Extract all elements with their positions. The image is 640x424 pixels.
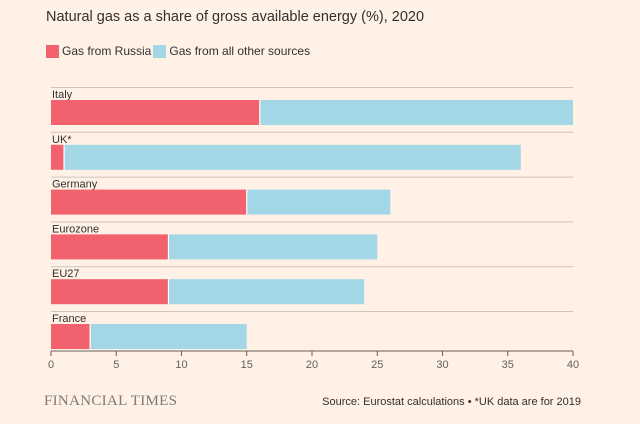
legend-item-other: Gas from all other sources — [153, 44, 310, 58]
category-label-france: France — [52, 313, 86, 325]
brand-logo: FINANCIAL TIMES — [44, 393, 178, 409]
bar-eurozone-russia — [51, 234, 169, 260]
x-tick-label: 35 — [502, 359, 514, 371]
bar-italy-russia — [51, 100, 260, 125]
bar-italy-other — [259, 100, 573, 125]
bar-eurozone-other — [168, 234, 378, 260]
bar-france-russia — [51, 324, 91, 349]
chart-title: Natural gas as a share of gross availabl… — [46, 9, 425, 25]
category-label-italy: Italy — [52, 89, 73, 101]
category-label-eu27: EU27 — [52, 268, 80, 280]
bar-eu27-other — [168, 279, 365, 305]
x-tick-label: 10 — [175, 359, 187, 371]
bar-uk-other — [64, 144, 521, 170]
bar-uk-russia — [51, 144, 65, 170]
x-tick-label: 40 — [567, 359, 579, 371]
legend-label-russia: Gas from Russia — [62, 44, 152, 58]
legend-swatch-russia — [46, 44, 59, 58]
bar-france-other — [90, 324, 247, 349]
source-note: Source: Eurostat calculations • *UK data… — [322, 396, 581, 408]
category-label-uk: UK* — [52, 134, 72, 146]
bar-germany-other — [246, 189, 391, 215]
bar-germany-russia — [51, 189, 247, 215]
x-tick-label: 5 — [113, 359, 119, 371]
legend: Gas from Russia Gas from all other sourc… — [46, 44, 312, 58]
category-label-germany: Germany — [52, 179, 98, 191]
x-tick-label: 0 — [48, 359, 54, 371]
legend-label-other: Gas from all other sources — [169, 44, 311, 58]
legend-item-russia: Gas from Russia — [46, 44, 151, 58]
category-label-eurozone: Eurozone — [52, 223, 99, 235]
legend-swatch-other — [153, 44, 167, 58]
x-tick-label: 15 — [241, 359, 253, 371]
x-tick-label: 20 — [306, 359, 318, 371]
bar-eu27-russia — [51, 279, 169, 305]
x-tick-label: 30 — [436, 359, 448, 371]
x-tick-label: 25 — [371, 359, 383, 371]
